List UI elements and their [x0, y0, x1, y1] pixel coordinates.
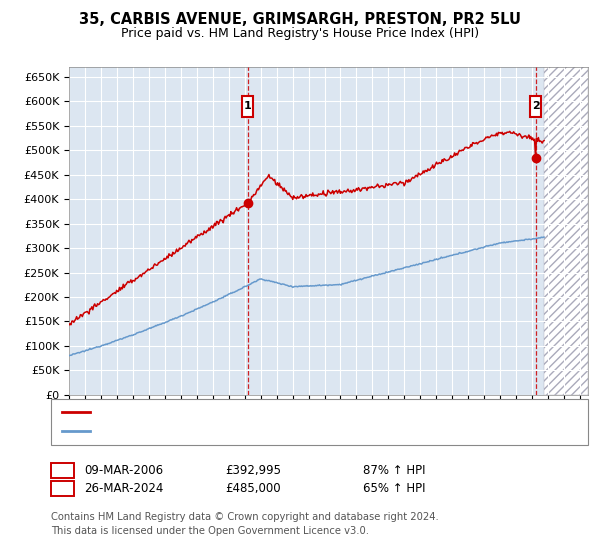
- Text: Price paid vs. HM Land Registry's House Price Index (HPI): Price paid vs. HM Land Registry's House …: [121, 27, 479, 40]
- Text: 87% ↑ HPI: 87% ↑ HPI: [363, 464, 425, 477]
- Text: 09-MAR-2006: 09-MAR-2006: [84, 464, 163, 477]
- Text: 26-MAR-2024: 26-MAR-2024: [84, 482, 163, 495]
- Text: 1: 1: [244, 101, 251, 111]
- Text: 35, CARBIS AVENUE, GRIMSARGH, PRESTON, PR2 5LU (detached house): 35, CARBIS AVENUE, GRIMSARGH, PRESTON, P…: [94, 407, 488, 417]
- Text: 2: 2: [59, 483, 66, 493]
- Text: Contains HM Land Registry data © Crown copyright and database right 2024.
This d: Contains HM Land Registry data © Crown c…: [51, 512, 439, 535]
- Text: 65% ↑ HPI: 65% ↑ HPI: [363, 482, 425, 495]
- Bar: [242, 96, 253, 117]
- Text: 35, CARBIS AVENUE, GRIMSARGH, PRESTON, PR2 5LU: 35, CARBIS AVENUE, GRIMSARGH, PRESTON, P…: [79, 12, 521, 27]
- Text: £485,000: £485,000: [225, 482, 281, 495]
- Text: 1: 1: [59, 465, 66, 475]
- Bar: [530, 96, 541, 117]
- Bar: [544, 67, 588, 395]
- Text: HPI: Average price, detached house, Preston: HPI: Average price, detached house, Pres…: [94, 426, 338, 436]
- Bar: [544, 67, 588, 395]
- Text: 2: 2: [532, 101, 539, 111]
- Text: £392,995: £392,995: [225, 464, 281, 477]
